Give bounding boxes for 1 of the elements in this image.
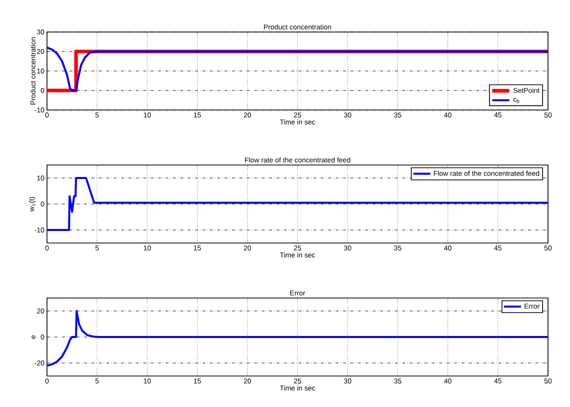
line-series [47, 310, 548, 367]
